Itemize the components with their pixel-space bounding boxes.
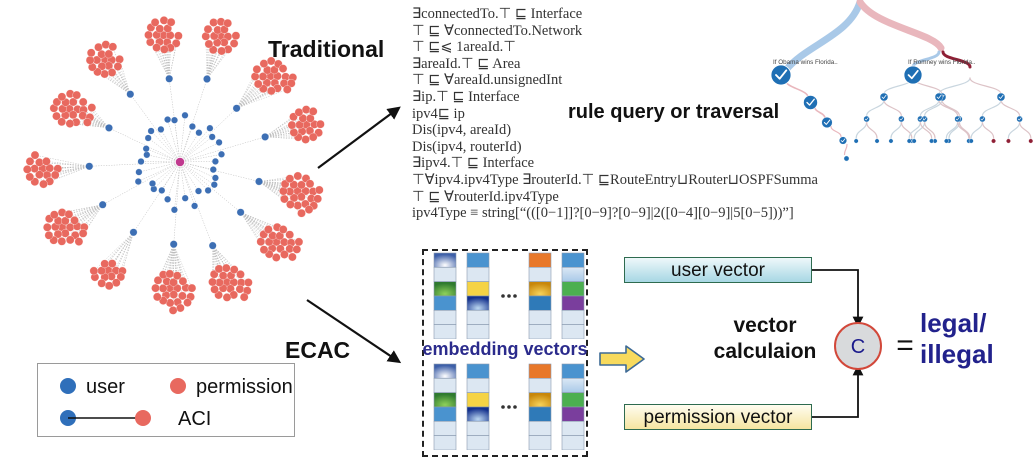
svg-text:C: C	[851, 336, 865, 358]
svg-text:=: =	[896, 329, 914, 362]
